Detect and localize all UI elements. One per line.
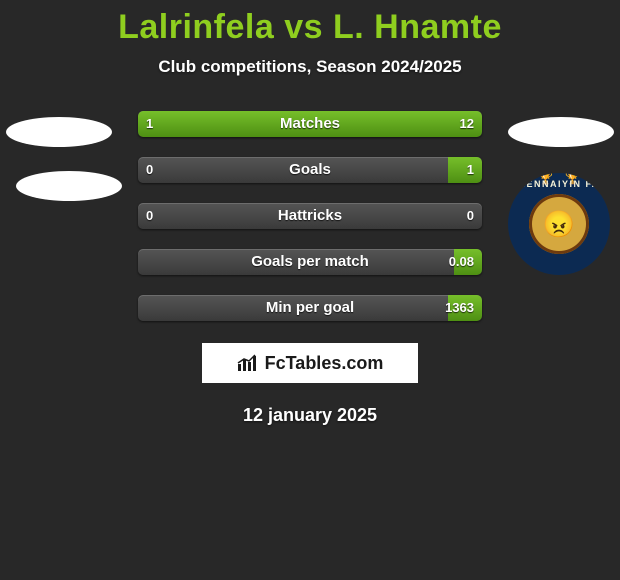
bar-fill-left <box>138 111 166 137</box>
watermark-text: FcTables.com <box>265 353 384 374</box>
avatar-placeholder-right <box>508 117 614 147</box>
avatar-placeholder-left <box>16 171 122 201</box>
club-badge: 🏆🏆 CHENNAIYIN F.C. 😠 <box>508 173 610 275</box>
stat-label: Goals per match <box>138 249 482 275</box>
club-face-icon: 😠 <box>543 211 575 237</box>
stat-row: 1363Min per goal <box>138 295 482 321</box>
stat-row: 112Matches <box>138 111 482 137</box>
title-player1: Lalrinfela <box>118 8 274 46</box>
stat-row: 01Goals <box>138 157 482 183</box>
watermark: FcTables.com <box>202 343 418 383</box>
bar-fill-right <box>448 295 482 321</box>
stat-label: Goals <box>138 157 482 183</box>
club-name: CHENNAIYIN F.C. <box>510 179 607 189</box>
stat-value-right: 0 <box>467 203 474 229</box>
title-player2: L. Hnamte <box>333 8 502 46</box>
date: 12 january 2025 <box>0 405 620 426</box>
comparison-area: 112Matches01Goals00Hattricks0.08Goals pe… <box>0 111 620 321</box>
page-title: Lalrinfela vs L. Hnamte <box>0 0 620 47</box>
stat-label: Hattricks <box>138 203 482 229</box>
bar-fill-right <box>166 111 482 137</box>
stat-value-left: 0 <box>146 157 153 183</box>
stat-row: 0.08Goals per match <box>138 249 482 275</box>
stat-row: 0 0Hattricks <box>138 203 482 229</box>
avatar-placeholder-left <box>6 117 112 147</box>
subtitle: Club competitions, Season 2024/2025 <box>0 57 620 77</box>
bar-fill-right <box>448 157 482 183</box>
title-vs: vs <box>284 8 323 46</box>
club-badge-inner: 😠 <box>529 194 589 254</box>
bar-fill-right <box>454 249 482 275</box>
chart-bars-icon <box>237 354 259 372</box>
stat-value-left: 0 <box>146 203 153 229</box>
stat-label: Min per goal <box>138 295 482 321</box>
